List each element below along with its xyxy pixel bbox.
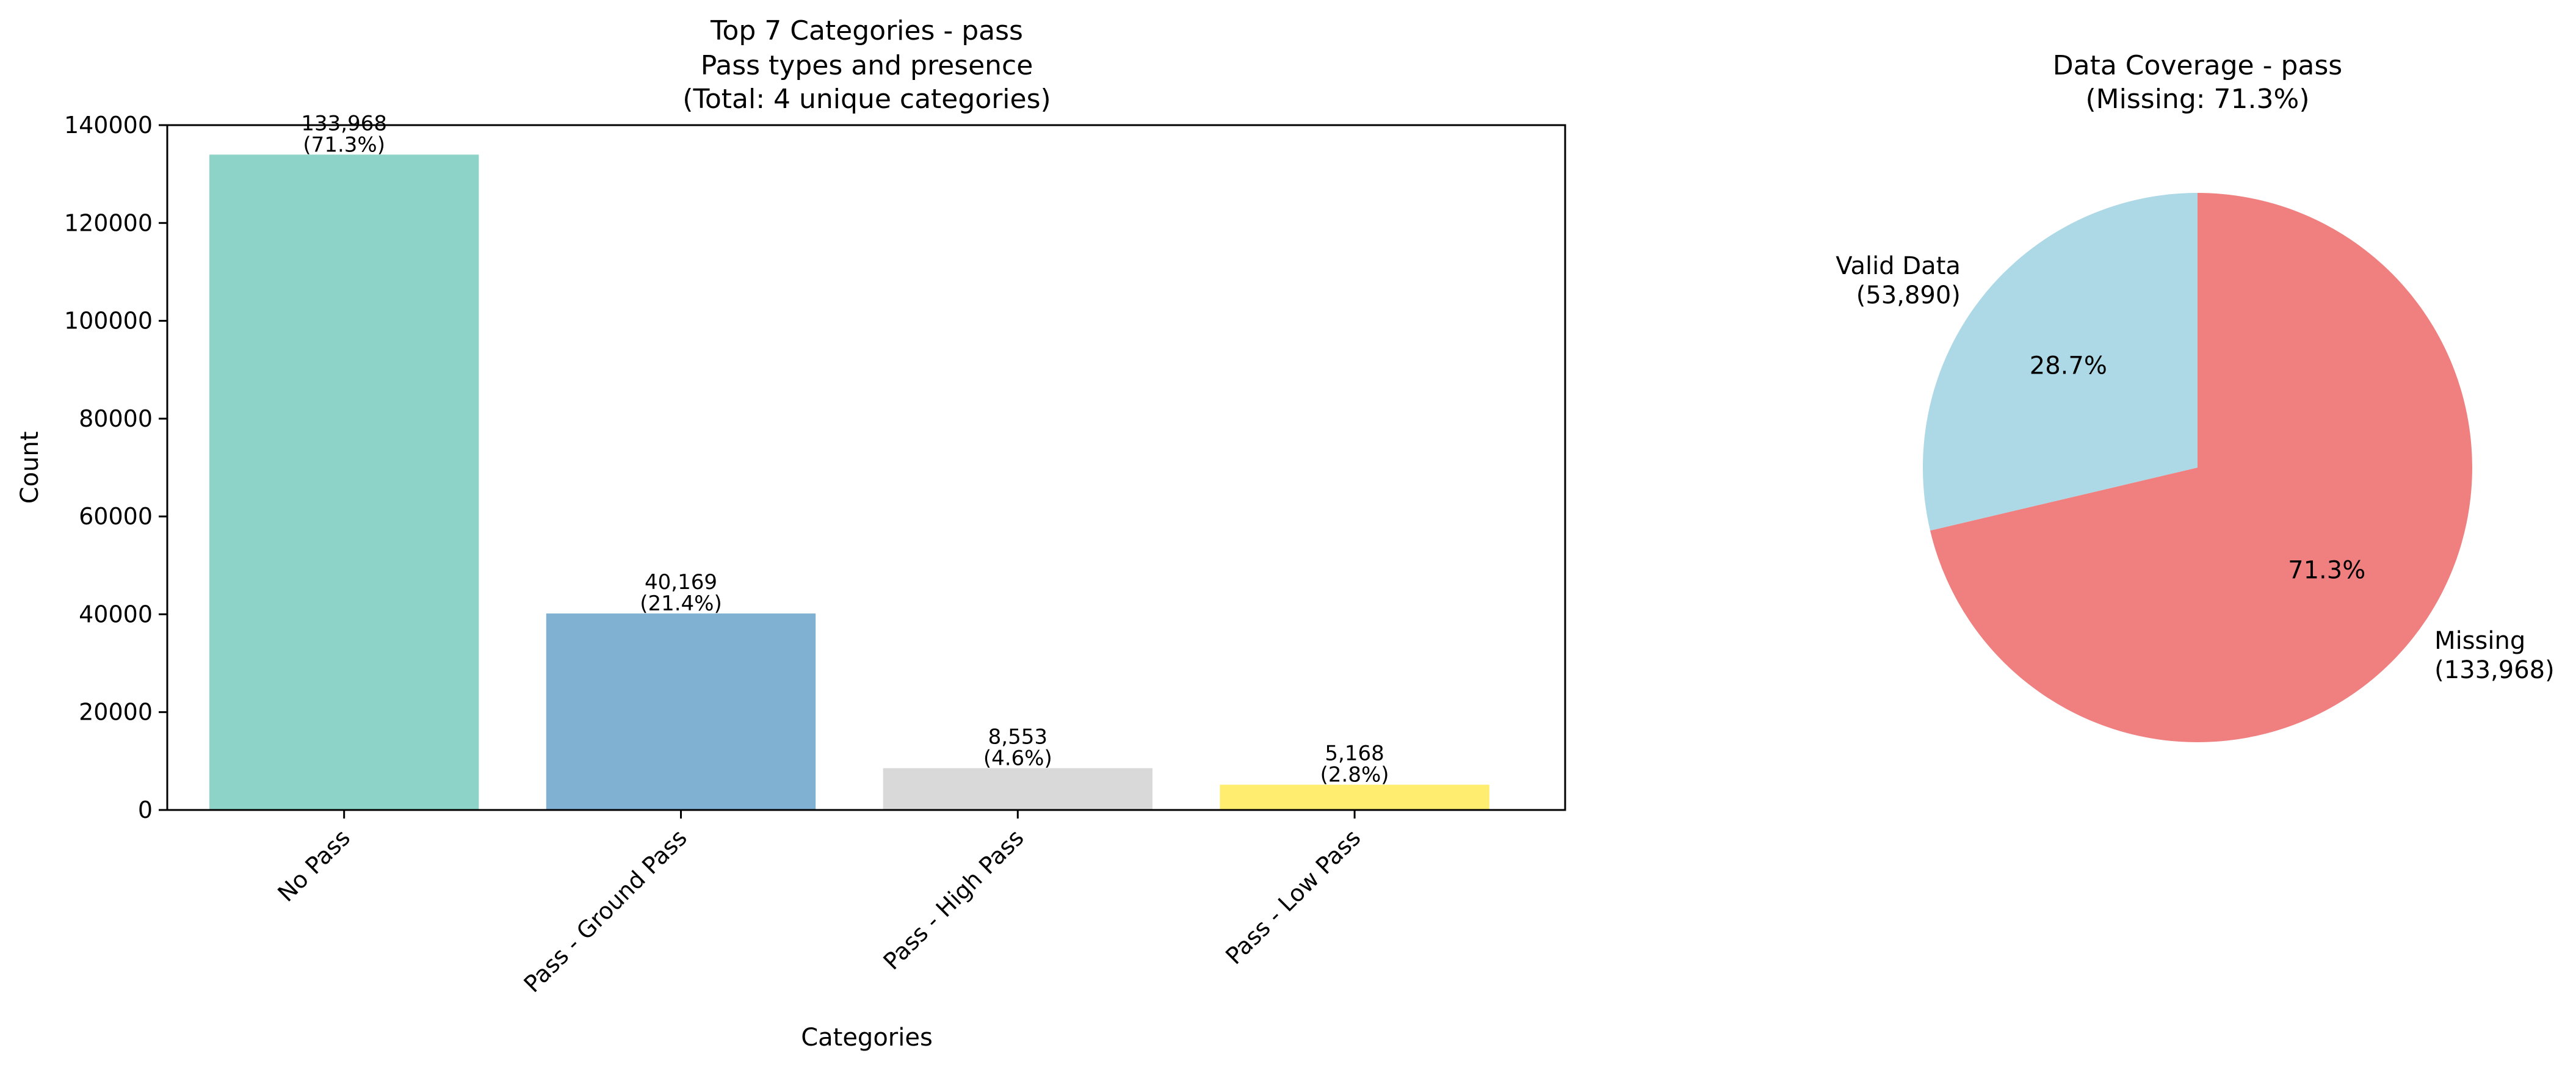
bar-chart-bars: [209, 154, 1489, 810]
pie-slice-1: [1922, 192, 2198, 531]
bar-chart-title-line-1: Top 7 Categories - pass: [710, 15, 1023, 46]
bar-3: [1220, 784, 1489, 810]
pie-chart: 71.3% Missing (133,968) 28.7% Valid Data (53,…: [1836, 192, 2555, 742]
bar-0: [209, 154, 479, 810]
pie-slice-label-0: Missing (133,968): [2434, 627, 2555, 684]
bar-percent-label-1: (21.4%): [640, 591, 722, 616]
y-tick-label-0: 0: [138, 797, 153, 823]
x-tick-label-0: No Pass: [272, 824, 355, 907]
y-tick-label-1: 20000: [79, 699, 153, 726]
pie-slice-0: [1930, 193, 2472, 742]
y-tick-label-6: 120000: [64, 209, 153, 236]
pie-chart-title-line-1: Data Coverage - pass: [2053, 50, 2342, 81]
y-tick-label-7: 140000: [64, 112, 153, 139]
x-tick-label-2: Pass - High Pass: [878, 824, 1029, 975]
bar-2: [883, 768, 1152, 810]
bar-value-label-0: 133,968: [301, 111, 387, 136]
bar-chart-x-axis-label: Categories: [801, 1024, 933, 1052]
bar-percent-label-2: (4.6%): [983, 746, 1052, 771]
bar-chart-title-line-3: (Total: 4 unique categories): [682, 84, 1051, 115]
bar-chart-x-axis: No Pass Pass - Ground Pass Pass - High Pas…: [272, 810, 1366, 997]
bar-1: [546, 613, 816, 810]
bar-chart-frame: [166, 124, 1566, 811]
y-tick-label-3: 60000: [79, 503, 153, 530]
bar-value-label-1: 40,169: [645, 570, 717, 595]
bar-percent-label-3: (2.8%): [1320, 763, 1389, 787]
pie-chart-title-line-2: (Missing: 71.3%): [2086, 84, 2310, 115]
y-tick-label-5: 100000: [64, 308, 153, 334]
pie-slice-percent-1: 28.7%: [2030, 352, 2107, 380]
bar-chart-y-axis: 0 20000 40000 60000 80000 100000 120000 140000: [64, 112, 167, 823]
bar-chart-y-axis-label: Count: [16, 432, 44, 504]
bar-chart-data-labels: 133,968(71.3%) 40,169(21.4%) 8,553(4.6%) 5,…: [301, 111, 1389, 787]
bar-chart-plot-area: 133,968(71.3%) 40,169(21.4%) 8,553(4.6%) 5,…: [64, 111, 1566, 997]
pie-slice-percent-0: 71.3%: [2288, 557, 2365, 585]
bar-value-label-2: 8,553: [988, 725, 1047, 750]
x-tick-label-3: Pass - Low Pass: [1220, 824, 1366, 969]
y-tick-label-2: 40000: [79, 601, 153, 627]
x-tick-label-1: Pass - Ground Pass: [519, 824, 692, 997]
bar-value-label-3: 5,168: [1325, 742, 1384, 766]
bar-percent-label-0: (71.3%): [303, 132, 385, 157]
bar-chart-title-line-2: Pass types and presence: [701, 50, 1033, 81]
pie-slice-label-1: Valid Data (53,890): [1836, 252, 1961, 309]
y-tick-label-4: 80000: [79, 405, 153, 432]
